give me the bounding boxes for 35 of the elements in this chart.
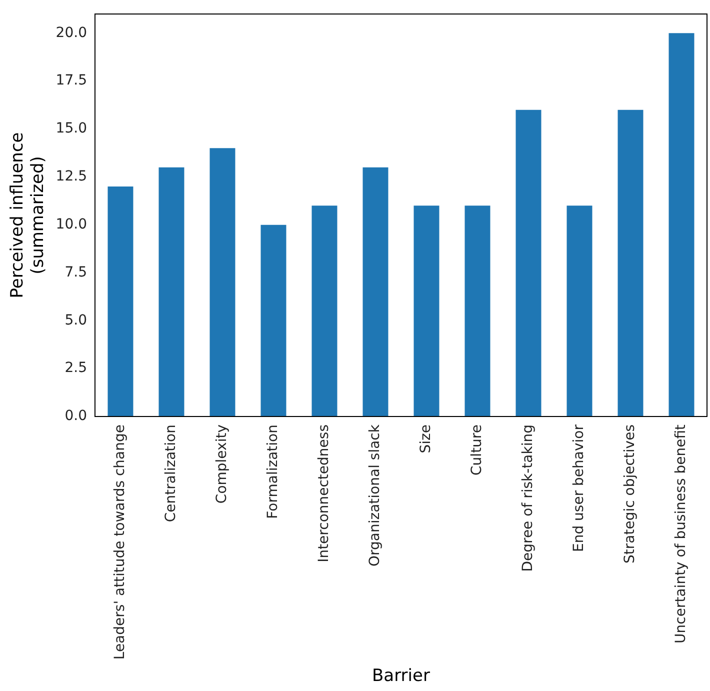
bar — [516, 110, 542, 416]
bar — [108, 186, 134, 416]
x-tick-label: Complexity — [214, 424, 230, 504]
x-tick-label: Interconnectedness — [316, 424, 332, 562]
bar — [414, 206, 440, 416]
x-tick-label: Leaders' attitude towards change — [112, 424, 128, 660]
x-tick-label: Formalization — [265, 424, 282, 519]
y-tick-label: 20.0 — [56, 24, 87, 41]
x-tick-label: Organizational slack — [367, 424, 384, 566]
bar — [158, 167, 184, 416]
y-tick-label: 2.5 — [64, 360, 87, 376]
bar — [566, 206, 592, 416]
x-axis-title: Barrier — [372, 666, 430, 686]
bar — [464, 206, 490, 416]
y-axis-title: Perceived influence (summarized) — [8, 132, 48, 298]
x-tick-label: Culture — [469, 424, 486, 476]
y-tick-label: 5.0 — [64, 312, 87, 328]
x-tick-label: End user behavior — [571, 424, 588, 552]
bar — [618, 110, 644, 416]
x-tick-label: Centralization — [163, 424, 180, 522]
bar — [260, 224, 286, 416]
y-tick-label: 17.5 — [56, 72, 87, 89]
y-tick-label: 10.0 — [56, 216, 87, 232]
bar — [312, 206, 338, 416]
x-tick-label: Size — [418, 424, 434, 454]
bar — [210, 148, 236, 416]
y-tick-label: 12.5 — [56, 168, 87, 185]
x-tick-label: Degree of risk-taking — [520, 424, 536, 572]
x-tick-label: Uncertainty of business benefit — [673, 424, 690, 644]
y-tick-label: 7.5 — [64, 264, 87, 280]
y-tick-label: 15.0 — [56, 120, 87, 137]
bar — [668, 33, 694, 416]
y-tick-label: 0.0 — [64, 408, 87, 424]
bar — [362, 167, 388, 416]
x-tick-label: Strategic objectives — [622, 424, 638, 564]
